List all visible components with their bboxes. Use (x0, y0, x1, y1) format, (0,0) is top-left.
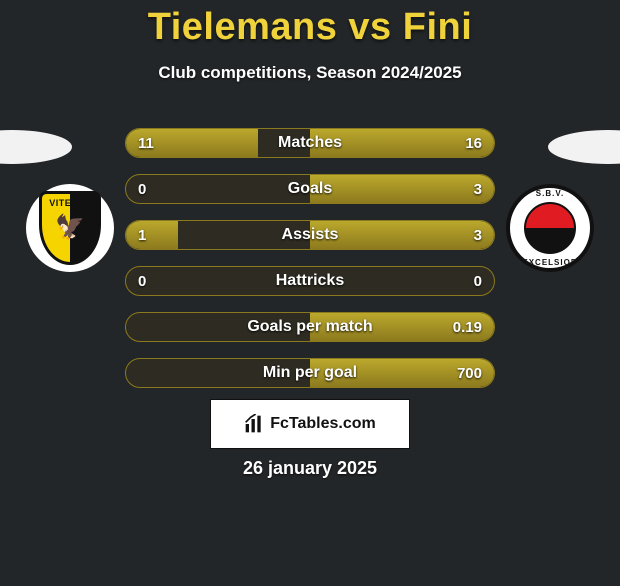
club-badge-right-bottom: EXCELSIOR (510, 258, 590, 267)
stat-value-left: 0 (126, 175, 158, 203)
page-title: Tielemans vs Fini (0, 6, 620, 49)
stat-row: Assists13 (125, 220, 495, 250)
stat-row: Goals per match0.19 (125, 312, 495, 342)
stat-value-left (126, 359, 150, 387)
stat-fill-right (310, 359, 494, 387)
stat-label: Hattricks (126, 267, 494, 295)
eagle-icon: 🦅 (42, 216, 98, 240)
stat-row: Min per goal700 (125, 358, 495, 388)
stat-fill-left (126, 221, 178, 249)
player-right-oval (548, 130, 620, 164)
stat-fill-right (310, 221, 494, 249)
stat-fill-right (310, 175, 494, 203)
stat-row: Goals03 (125, 174, 495, 204)
club-badge-right-top: S.B.V. (510, 189, 590, 198)
player-left-oval (0, 130, 72, 164)
stat-value-left: 0 (126, 267, 158, 295)
stat-row: Hattricks0 0 (125, 266, 495, 296)
club-badge-left-label: VITESSE (42, 198, 98, 208)
subtitle: Club competitions, Season 2024/2025 (0, 63, 620, 83)
stats-bars: Matches1116Goals03Assists13Hattricks00Go… (125, 128, 495, 404)
club-badge-left: VITESSE 🦅 (26, 184, 114, 272)
attribution-box: FcTables.com (210, 399, 410, 449)
date-text: 26 january 2025 (0, 458, 620, 479)
stat-row: Matches1116 (125, 128, 495, 158)
stat-fill-right (310, 313, 494, 341)
stat-value-right: 0 (462, 267, 494, 295)
attribution-text: FcTables.com (270, 415, 376, 433)
stat-fill-left (126, 129, 258, 157)
stat-fill-right (310, 129, 494, 157)
club-badge-right: S.B.V. EXCELSIOR (506, 184, 594, 272)
chart-icon (244, 414, 264, 434)
stat-value-left (126, 313, 150, 341)
